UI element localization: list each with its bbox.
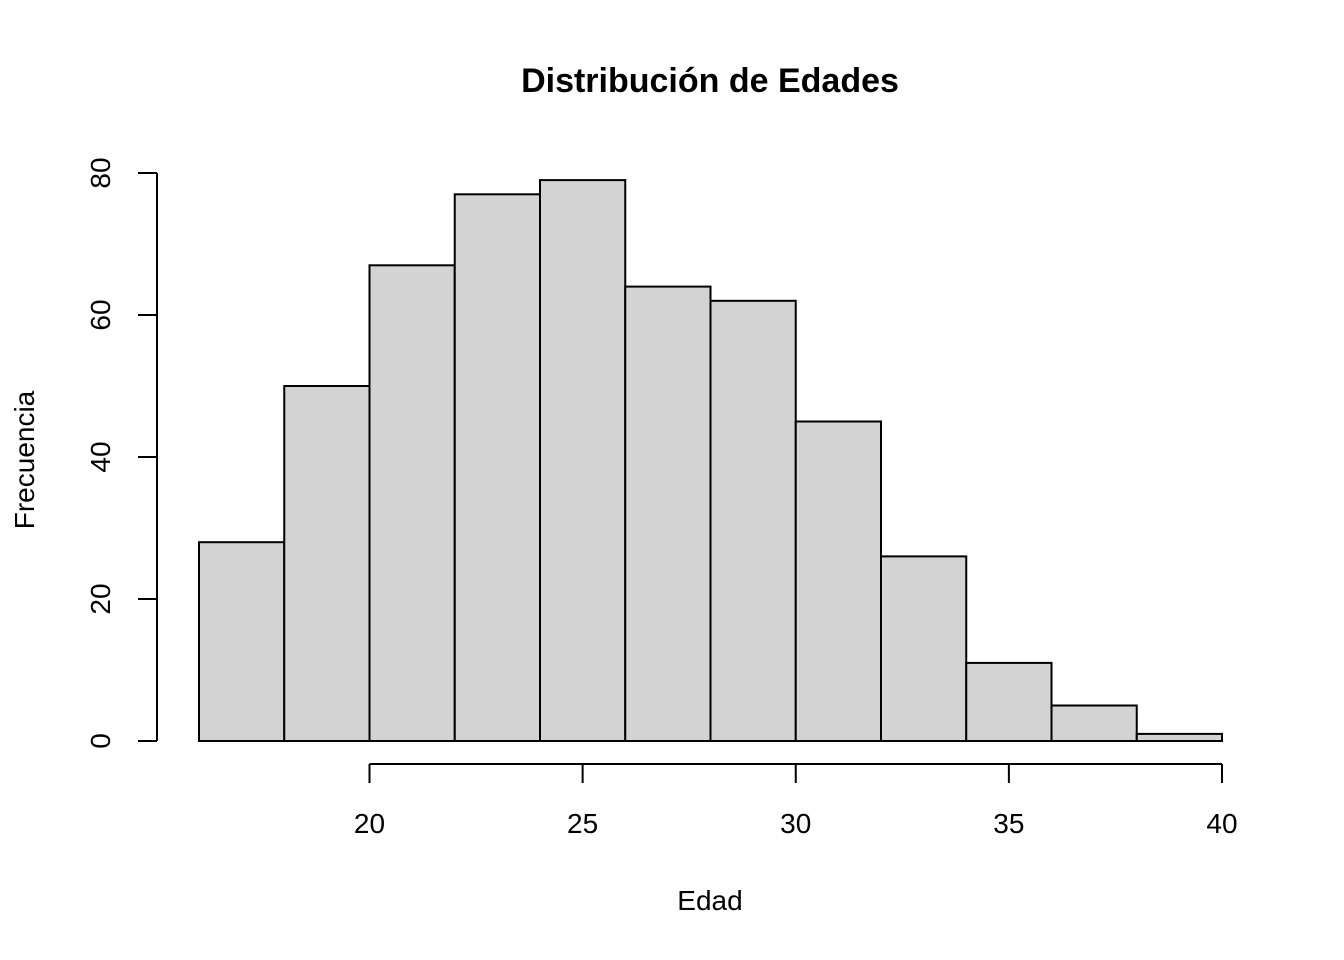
histogram-bar-28-30 bbox=[709, 299, 797, 742]
bars-group bbox=[198, 179, 1223, 743]
histogram-bar-22-24 bbox=[453, 193, 541, 743]
y-tick-label: 40 bbox=[85, 441, 116, 472]
x-tick-label: 25 bbox=[567, 808, 598, 839]
x-tick-label: 35 bbox=[993, 808, 1024, 839]
x-axis-title: Edad bbox=[677, 885, 742, 916]
x-tick-label: 40 bbox=[1206, 808, 1237, 839]
histogram-bar-30-32 bbox=[794, 420, 882, 742]
histogram-bar-24-26 bbox=[539, 179, 627, 743]
histogram-bar-16-18 bbox=[198, 541, 286, 743]
y-tick-label: 80 bbox=[85, 157, 116, 188]
histogram-bar-26-28 bbox=[624, 285, 712, 742]
x-tick-label: 20 bbox=[354, 808, 385, 839]
histogram-bar-32-34 bbox=[880, 555, 968, 743]
chart-title: Distribución de Edades bbox=[521, 62, 899, 100]
y-tick-label: 60 bbox=[85, 299, 116, 330]
histogram-bar-38-40 bbox=[1135, 732, 1223, 743]
x-tick-label: 30 bbox=[780, 808, 811, 839]
histogram-bar-20-22 bbox=[368, 264, 456, 742]
y-tick-label: 0 bbox=[85, 733, 116, 749]
x-axis: 20 25 30 35 40 bbox=[354, 763, 1238, 839]
y-axis: 0 20 40 60 80 bbox=[85, 157, 158, 749]
histogram-bar-18-20 bbox=[283, 385, 371, 742]
y-tick-label: 20 bbox=[85, 583, 116, 614]
histogram-bar-34-36 bbox=[965, 661, 1053, 743]
histogram-bar-36-38 bbox=[1050, 704, 1138, 742]
y-axis-title: Frecuencia bbox=[9, 390, 40, 529]
